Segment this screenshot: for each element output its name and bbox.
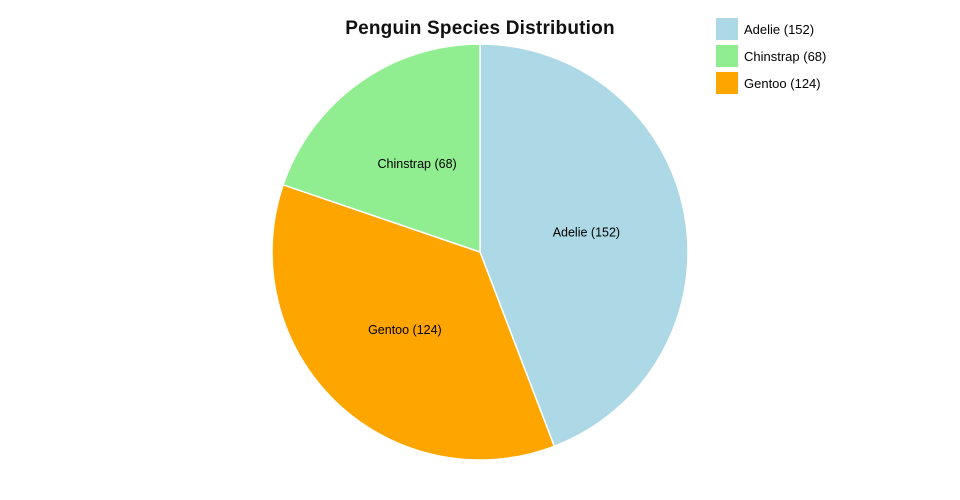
- pie-slice-chinstrap: [282, 43, 481, 253]
- pie-slice-gentoo: [271, 184, 556, 461]
- legend-swatch-gentoo: [716, 72, 738, 94]
- slice-label-gentoo: Gentoo (124): [368, 323, 442, 337]
- legend-item-chinstrap[interactable]: Chinstrap (68): [716, 45, 826, 67]
- legend: Adelie (152) Chinstrap (68) Gentoo (124): [716, 18, 826, 94]
- slice-label-chinstrap: Chinstrap (68): [377, 157, 456, 171]
- legend-label: Adelie (152): [744, 21, 815, 37]
- slice-label-adelie: Adelie (152): [553, 225, 620, 239]
- legend-item-adelie[interactable]: Adelie (152): [716, 18, 826, 40]
- chart-title: Penguin Species Distribution: [345, 18, 615, 39]
- legend-label: Chinstrap (68): [744, 48, 827, 64]
- legend-item-gentoo[interactable]: Gentoo (124): [716, 72, 826, 94]
- legend-label: Gentoo (124): [744, 75, 821, 91]
- legend-swatch-adelie: [716, 18, 738, 40]
- legend-swatch-chinstrap: [716, 45, 738, 67]
- pie-slice-adelie: [479, 43, 689, 448]
